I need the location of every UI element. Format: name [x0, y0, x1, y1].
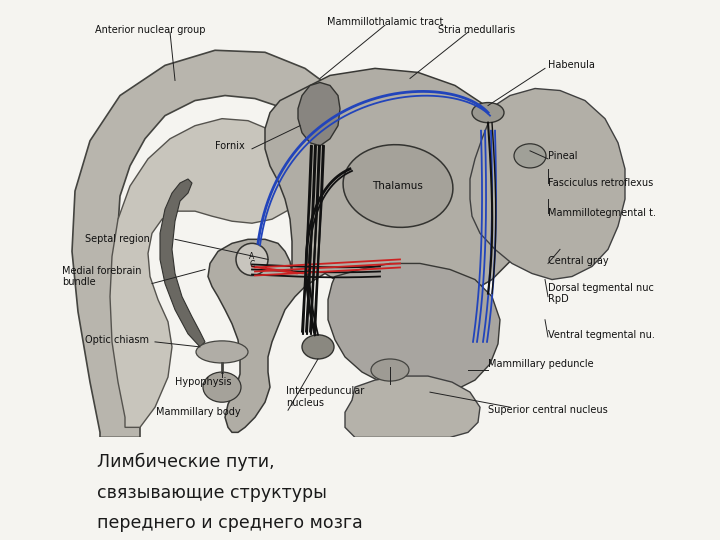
Ellipse shape — [302, 335, 334, 359]
Text: Habenula: Habenula — [548, 60, 595, 70]
Circle shape — [236, 244, 268, 275]
Text: Fornix: Fornix — [215, 141, 245, 151]
Polygon shape — [470, 89, 625, 280]
Text: Stria medullaris: Stria medullaris — [438, 25, 515, 35]
Polygon shape — [208, 69, 530, 433]
Polygon shape — [110, 119, 300, 427]
Ellipse shape — [203, 372, 241, 402]
Polygon shape — [345, 376, 480, 437]
Text: Medial forebrain
bundle: Medial forebrain bundle — [62, 266, 142, 287]
Text: Mammillothalamic tract: Mammillothalamic tract — [327, 17, 444, 27]
Ellipse shape — [371, 359, 409, 381]
Text: Лимбические пути,: Лимбические пути, — [97, 453, 275, 471]
Text: Optic chiasm: Optic chiasm — [85, 335, 149, 345]
Text: связывающие структуры: связывающие структуры — [97, 484, 327, 502]
Text: Dorsal tegmental nuc
RpD: Dorsal tegmental nuc RpD — [548, 283, 654, 305]
Text: A: A — [249, 252, 255, 261]
Text: Septal region: Septal region — [85, 234, 150, 244]
Polygon shape — [160, 179, 205, 347]
Text: Central gray: Central gray — [548, 256, 608, 266]
Text: Ventral tegmental nu.: Ventral tegmental nu. — [548, 330, 655, 340]
Text: Interpeduncular
nucleus: Interpeduncular nucleus — [286, 387, 364, 408]
Text: Mammillary body: Mammillary body — [156, 407, 240, 417]
Text: переднего и среднего мозга: переднего и среднего мозга — [97, 514, 363, 532]
Text: C: C — [249, 260, 255, 269]
Text: Pineal: Pineal — [548, 151, 577, 161]
Text: Mammillotegmental t.: Mammillotegmental t. — [548, 208, 656, 218]
Ellipse shape — [196, 341, 248, 363]
Text: Superior central nucleus: Superior central nucleus — [488, 405, 608, 415]
Text: Hypophysis: Hypophysis — [175, 377, 232, 387]
Ellipse shape — [343, 145, 453, 227]
Ellipse shape — [514, 144, 546, 168]
Text: Thalamus: Thalamus — [372, 181, 423, 191]
Text: Anterior nuclear group: Anterior nuclear group — [95, 25, 205, 35]
Text: Mammillary peduncle: Mammillary peduncle — [488, 359, 593, 369]
Polygon shape — [328, 264, 500, 394]
Polygon shape — [298, 83, 340, 146]
Text: Fasciculus retroflexus: Fasciculus retroflexus — [548, 178, 653, 188]
Polygon shape — [72, 50, 350, 437]
Ellipse shape — [472, 103, 504, 123]
